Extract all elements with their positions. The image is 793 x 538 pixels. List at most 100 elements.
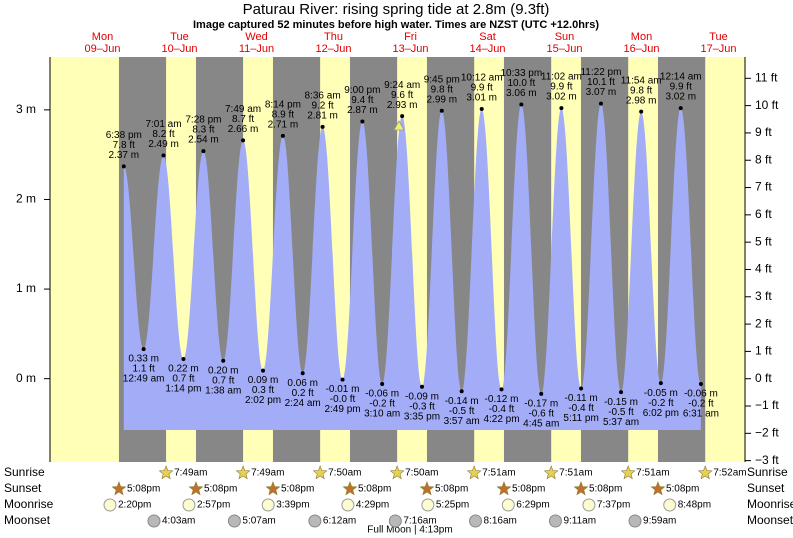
event-time: 7:49am — [251, 468, 284, 479]
moonrise-icon — [663, 498, 677, 512]
extreme-dot — [221, 358, 226, 363]
y2-tick-label: 8 ft — [755, 152, 772, 166]
day-weekday: Wed — [245, 31, 267, 43]
extreme-dot — [459, 389, 464, 394]
event-time: 5:08pm — [512, 484, 545, 495]
extreme-dot — [519, 102, 524, 107]
extreme-label: 9.9 ft — [550, 82, 572, 93]
extreme-label: 11:02 am — [541, 72, 582, 83]
y2-tick-label: 6 ft — [755, 207, 772, 221]
event-time: 5:08pm — [281, 484, 314, 495]
event-time: 8:48pm — [678, 500, 711, 511]
extreme-label: 2.71 m — [268, 119, 299, 130]
sunset-icon — [188, 481, 204, 496]
extreme-label: -0.5 ft — [449, 406, 475, 417]
extreme-label: 2:24 am — [285, 398, 321, 409]
extreme-label: 7.8 ft — [113, 140, 135, 151]
extreme-dot — [300, 371, 305, 376]
extreme-label: 9.2 ft — [311, 101, 333, 112]
row-label-right: Moonrise — [747, 497, 793, 511]
extreme-dot — [539, 391, 544, 396]
event-time: 4:03am — [162, 516, 195, 527]
y2-tick-label: −2 ft — [755, 425, 779, 439]
event-time: 7:51am — [559, 468, 592, 479]
extreme-label: 11:22 pm — [580, 67, 621, 78]
y-tick-label: 1 m — [16, 281, 36, 295]
extreme-label: 2.81 m — [307, 111, 338, 122]
day-date: 09–Jun — [84, 43, 120, 55]
extreme-label: 12:14 am — [660, 72, 702, 83]
row-label-right: Sunset — [747, 481, 785, 495]
sunset-icon — [111, 481, 127, 496]
extreme-label: 9.8 ft — [630, 85, 652, 96]
sunrise-icon — [158, 465, 174, 480]
extreme-label: 4:22 pm — [483, 414, 519, 425]
extreme-label: -0.4 ft — [489, 404, 515, 415]
y2-tick-label: 0 ft — [755, 371, 772, 385]
day-weekday: Thu — [324, 31, 343, 43]
day-date: 15–Jun — [546, 43, 582, 55]
extreme-dot — [161, 153, 166, 158]
chart-title: Paturau River: rising spring tide at 2.8… — [243, 1, 550, 18]
extreme-label: 3:35 pm — [404, 411, 440, 422]
extreme-dot — [579, 386, 584, 391]
extreme-label: -0.0 ft — [330, 394, 356, 405]
sunrise-icon — [697, 465, 713, 480]
sunset-icon — [419, 481, 435, 496]
extreme-label: 0.2 ft — [292, 388, 314, 399]
current-tide-marker — [393, 120, 405, 131]
event-time: 7:16am — [403, 516, 436, 527]
moonset-icon — [469, 514, 483, 528]
extreme-label: 9.6 ft — [391, 90, 413, 101]
event-time: 5:08pm — [127, 484, 160, 495]
event-time: 5:08pm — [204, 484, 237, 495]
extreme-dot — [340, 377, 345, 382]
event-time: 2:20pm — [118, 500, 151, 511]
event-time: 8:16am — [484, 516, 517, 527]
event-time: 7:51am — [482, 468, 515, 479]
extreme-label: -0.12 m — [485, 394, 519, 405]
y-tick-label: 0 m — [16, 371, 36, 385]
event-time: 5:08pm — [666, 484, 699, 495]
extreme-label: 2.49 m — [148, 139, 179, 150]
moonrise-icon — [182, 498, 196, 512]
extreme-label: 0.09 m — [248, 375, 279, 386]
extreme-label: 10.0 ft — [507, 78, 535, 89]
tide-area — [123, 103, 701, 430]
extreme-label: -0.15 m — [604, 397, 638, 408]
moonset-icon — [548, 514, 562, 528]
extreme-dot — [320, 124, 325, 129]
extreme-dot — [658, 381, 663, 386]
day-date: 10–Jun — [161, 43, 197, 55]
event-time: 5:25pm — [436, 500, 469, 511]
extreme-label: -0.17 m — [524, 399, 558, 410]
day-date: 14–Jun — [469, 43, 505, 55]
extreme-label: 2.87 m — [347, 105, 378, 116]
extreme-label: 5:11 pm — [563, 413, 598, 424]
extreme-label: 9:24 am — [384, 80, 420, 91]
day-weekday: Tue — [170, 31, 189, 43]
extreme-label: -0.4 ft — [568, 403, 594, 414]
extreme-label: 6:38 pm — [106, 130, 142, 141]
extreme-dot — [419, 384, 424, 389]
extreme-dot — [639, 109, 644, 114]
y2-tick-label: 5 ft — [755, 234, 772, 248]
y2-tick-label: 10 ft — [755, 98, 779, 112]
day-date: 16–Jun — [623, 43, 659, 55]
moonset-icon — [227, 514, 241, 528]
day-weekday: Mon — [92, 31, 113, 43]
extreme-label: 3.07 m — [586, 87, 617, 98]
day-weekday: Tue — [709, 31, 728, 43]
moonrise-icon — [421, 498, 435, 512]
event-time: 7:50am — [328, 468, 361, 479]
event-time: 7:37pm — [597, 500, 630, 511]
sunset-icon — [496, 481, 512, 496]
y2-tick-label: 1 ft — [755, 344, 772, 358]
extreme-label: 9.9 ft — [471, 83, 493, 94]
extreme-label: 2.54 m — [188, 135, 219, 146]
extreme-dot — [479, 106, 484, 111]
event-time: 5:08pm — [435, 484, 468, 495]
row-label-right: Sunrise — [747, 465, 788, 479]
moonset-icon — [147, 514, 161, 528]
extreme-dot — [400, 114, 405, 119]
